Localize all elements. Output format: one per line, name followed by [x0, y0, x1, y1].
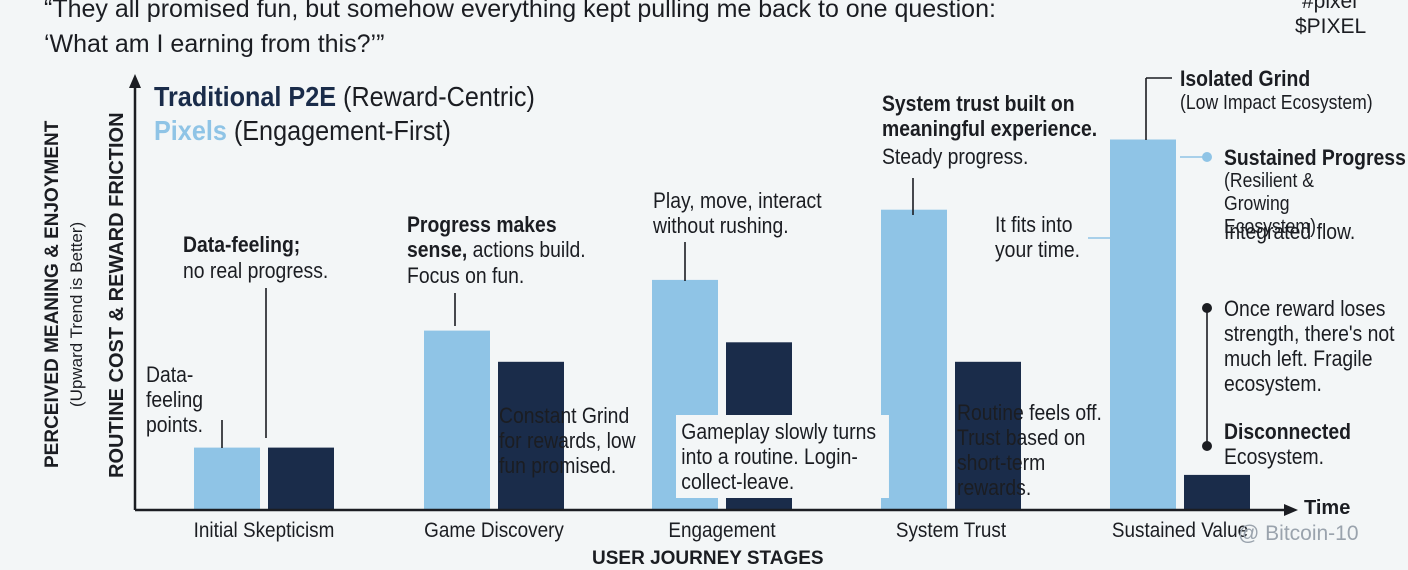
legend-traditional-name: Traditional P2E: [154, 81, 337, 112]
annot-discovery-line2: sense, actions build.: [407, 237, 586, 262]
ticker-tag: $PIXEL: [1295, 15, 1367, 38]
x-tick-label: System Trust: [895, 519, 1007, 542]
annot-sustained-bold: Sustained Progress: [1224, 145, 1406, 170]
annot-sustained: (Resilient & Growing Ecosystem): [1224, 170, 1316, 238]
legend-pixels-name: Pixels: [154, 115, 227, 146]
annot-integrated: Integrated flow.: [1224, 219, 1356, 244]
annot-discovery-bold: Progress makes: [407, 212, 557, 237]
x-tick-label: Engagement: [668, 519, 776, 542]
legend-pixels-desc: (Engagement-First): [233, 115, 451, 146]
xlabel-arrow: Time: [1304, 497, 1351, 519]
x-tick-label: Game Discovery: [424, 519, 564, 542]
annot-isolated: (Low Impact Ecosystem): [1180, 92, 1373, 114]
hashtag: #pixel: [1302, 0, 1357, 13]
annot-engagement-pixels: Play, move, interact without rushing.: [653, 188, 822, 238]
watermark: @ Bitcoin-10: [1238, 522, 1359, 545]
xlabel: USER JOURNEY STAGES: [592, 548, 824, 569]
bar-pixels-0: [194, 447, 260, 510]
annot-discovery-text: actions build.: [472, 237, 586, 262]
legend-traditional-desc: (Reward-Centric): [343, 81, 535, 112]
bar-traditional-3: [955, 361, 1021, 510]
legend-pixels: Pixels (Engagement-First): [154, 114, 451, 148]
y-axis-arrow: [129, 74, 141, 88]
annot-discovery-text2: Focus on fun.: [407, 263, 525, 288]
annot-skeptic-pixels: Data-feeling points.: [146, 362, 204, 437]
annot-engagement-trad: Gameplay slowly turns into a routine. Lo…: [676, 415, 889, 498]
connectors: [221, 77, 1212, 451]
x-tick-label: Sustained Value: [1111, 519, 1249, 542]
annot-skeptic-trad-bold: Data-feeling;: [183, 232, 301, 257]
annot-trust-fits: It fits into your time.: [995, 212, 1081, 262]
bar-pixels-3: [881, 209, 947, 510]
annot-discovery-bold2: sense,: [407, 237, 468, 262]
quote-line-1: “They all promised fun, but somehow ever…: [44, 0, 996, 23]
sustained-dot: [1202, 152, 1212, 162]
annot-reward-loses: Once reward loses strength, there's not …: [1224, 296, 1395, 396]
annot-trust-trad: Routine feels off. Trust based on short-…: [957, 400, 1102, 500]
bar-traditional-1: [498, 361, 564, 510]
annot-disconnected-bold: Disconnected: [1224, 419, 1351, 444]
annot-disconnected: Ecosystem.: [1224, 444, 1325, 469]
bar-traditional-4: [1184, 474, 1250, 510]
bar-pixels-1: [424, 330, 490, 510]
bar-pixels-4: [1110, 139, 1176, 510]
axes: [129, 74, 1298, 516]
annot-discovery-trad: Constant Grind for rewards, low fun prom…: [499, 403, 636, 478]
legend-traditional: Traditional P2E (Reward-Centric): [154, 80, 535, 114]
annot-isolated-bold: Isolated Grind: [1180, 66, 1311, 91]
annot-trust-pixels: Steady progress.: [882, 144, 1029, 169]
x-tick-label: Initial Skepticism: [193, 519, 335, 542]
bar-traditional-0: [268, 447, 334, 510]
annot-trust-bold: System trust built on meaningful experie…: [882, 91, 1098, 141]
quote-line-2: ‘What am I earning from this?’”: [44, 30, 385, 58]
x-axis-arrow: [1284, 504, 1298, 516]
reward-dot-top: [1202, 303, 1212, 313]
annot-skeptic-trad: no real progress.: [183, 258, 329, 283]
reward-dot-bottom: [1202, 441, 1212, 451]
